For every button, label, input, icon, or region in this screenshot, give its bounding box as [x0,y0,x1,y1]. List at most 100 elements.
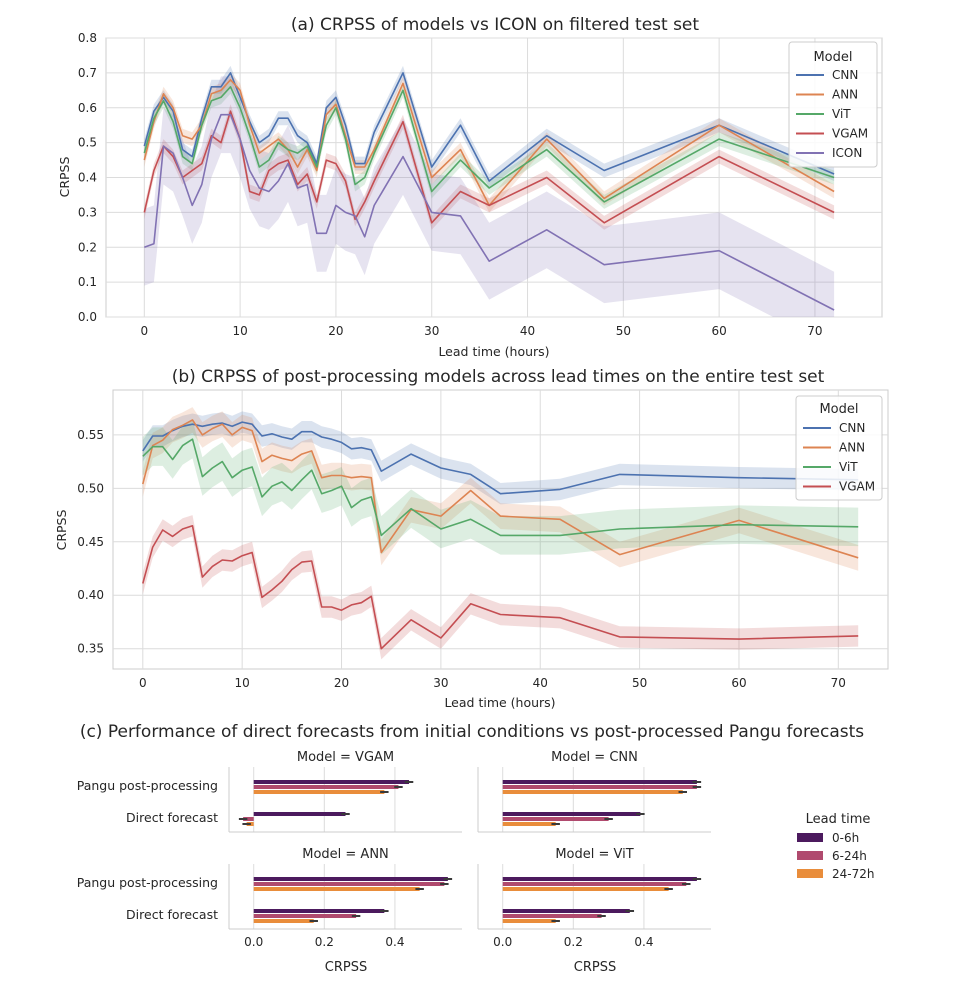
chart-b-ylabel: CRPSS [54,510,69,551]
chart-b-legend-items: CNN ANN ViT VGAM [803,421,875,494]
y-tick-label: 0.8 [78,31,97,45]
facet-title: Model = ANN [302,847,389,862]
legend-swatch-0-6h [797,833,823,842]
y-tick-label: 0.55 [77,428,104,442]
band-vit [142,419,859,555]
legend-label-0-6h: 0-6h [832,831,859,845]
x-tick-label: 0 [139,676,147,690]
x-tick-label: 10 [232,324,247,338]
x-tick-label: 40 [533,676,548,690]
facet-x-tick-label: 0.4 [385,935,404,949]
x-tick-label: 50 [616,324,631,338]
band-cnn [144,65,835,188]
legend-label-icon: ICON [832,146,862,160]
bar-24-72h [253,790,385,794]
band-ann [142,407,859,571]
band-vgam [144,104,835,230]
band-icon [144,76,835,317]
y-tick-label: 0.4 [78,171,97,185]
chart-b-x-tick-labels: 0 10 20 30 40 50 60 70 [139,676,846,690]
chart-c-legend-title: Lead time [806,812,871,827]
chart-c-xlabel-left: CRPSS [325,960,367,975]
bar-0-6h [253,780,410,784]
x-tick-label: 0 [141,324,149,338]
bar-6-24h [502,817,609,821]
bar-6-24h [253,785,399,789]
chart-b-confidence-bands [142,407,859,660]
chart-a-legend: Model CNN ANN ViT VGAM ICON [788,41,878,168]
legend-label-cnn: CNN [839,421,865,435]
chart-a-ylabel: CRPSS [57,157,72,198]
chart-b-legend-title: Model [819,402,858,417]
series-line-icon [144,113,835,311]
bar-0-6h [253,812,346,816]
y-tick-label: 0.5 [78,136,97,150]
x-tick-label: 60 [711,324,726,338]
chart-b-xlabel: Lead time (hours) [444,695,555,710]
series-line-vit [143,86,835,203]
y-tick-label: 0.1 [78,275,97,289]
bar-24-72h [502,887,669,891]
facet-x-tick-label: 0.4 [634,935,653,949]
facet-title: Model = CNN [551,750,638,765]
bar-0-6h [502,780,697,784]
facet-x-tick-label: 0.0 [244,935,263,949]
x-tick-label: 70 [831,676,846,690]
x-tick-label: 30 [433,676,448,690]
x-tick-label: 40 [520,324,535,338]
legend-label-vit: ViT [839,460,858,474]
y-tick-label: 0.45 [77,535,104,549]
bar-24-72h [253,887,420,891]
bar-0-6h [502,812,641,816]
legend-label-cnn: CNN [832,68,858,82]
bar-0-6h [502,909,630,913]
chart-c-legend: Lead time 0-6h 6-24h 24-72h [797,812,874,881]
bar-0-6h [502,877,697,881]
y-tick-label: 0.50 [77,481,104,495]
facet-title: Model = VGAM [297,750,394,765]
bar-6-24h [253,882,445,886]
chart-c-category-label-4: Direct forecast [126,907,218,922]
band-vit [144,79,835,209]
bar-0-6h [253,909,385,913]
facet-x-tick-label: 0.0 [493,935,512,949]
x-tick-label: 20 [334,676,349,690]
facet-1: Model = VGAM [228,750,462,833]
bar-6-24h [502,914,602,918]
legend-swatch-24-72h [797,869,823,878]
facet-4: Model = ViT 0.0 0.2 0.4 [477,847,711,949]
y-tick-label: 0.35 [77,642,104,656]
x-tick-label: 20 [328,324,343,338]
bar-6-24h [243,817,254,821]
y-tick-label: 0.40 [77,588,104,602]
y-tick-label: 0.3 [78,205,97,219]
legend-swatch-6-24h [797,851,823,860]
legend-label-24-72h: 24-72h [832,867,874,881]
y-tick-label: 0.7 [78,66,97,80]
chart-a-legend-box [788,41,878,168]
y-tick-label: 0.2 [78,240,97,254]
chart-c-category-label-2: Direct forecast [126,810,218,825]
legend-label-ann: ANN [839,441,865,455]
bar-24-72h [253,919,314,923]
chart-b: (b) CRPSS of post-processing models acro… [54,367,889,710]
chart-a: (a) CRPSS of models vs ICON on filtered … [57,15,883,359]
chart-a-x-tick-labels: 0 10 20 30 40 50 60 70 [141,324,823,338]
series-line-vit [142,438,859,537]
x-tick-label: 30 [424,324,439,338]
legend-label-vgam: VGAM [839,480,875,494]
chart-a-series-lines [143,72,835,311]
x-tick-label: 50 [632,676,647,690]
facet-title: Model = ViT [555,847,633,862]
chart-a-y-tick-labels: 0.0 0.1 0.2 0.3 0.4 0.5 0.6 0.7 0.8 [78,31,97,324]
y-tick-label: 0.6 [78,101,97,115]
y-tick-label: 0.0 [78,310,97,324]
x-tick-label: 10 [235,676,250,690]
chart-c-facets: Model = VGAM Model = CNN Model = ANN 0.0 0.2… [228,750,711,949]
bar-6-24h [502,785,697,789]
bar-24-72h [502,822,556,826]
chart-c-xlabel-right: CRPSS [574,960,616,975]
chart-a-legend-title: Model [813,50,852,65]
legend-label-6-24h: 6-24h [832,849,867,863]
